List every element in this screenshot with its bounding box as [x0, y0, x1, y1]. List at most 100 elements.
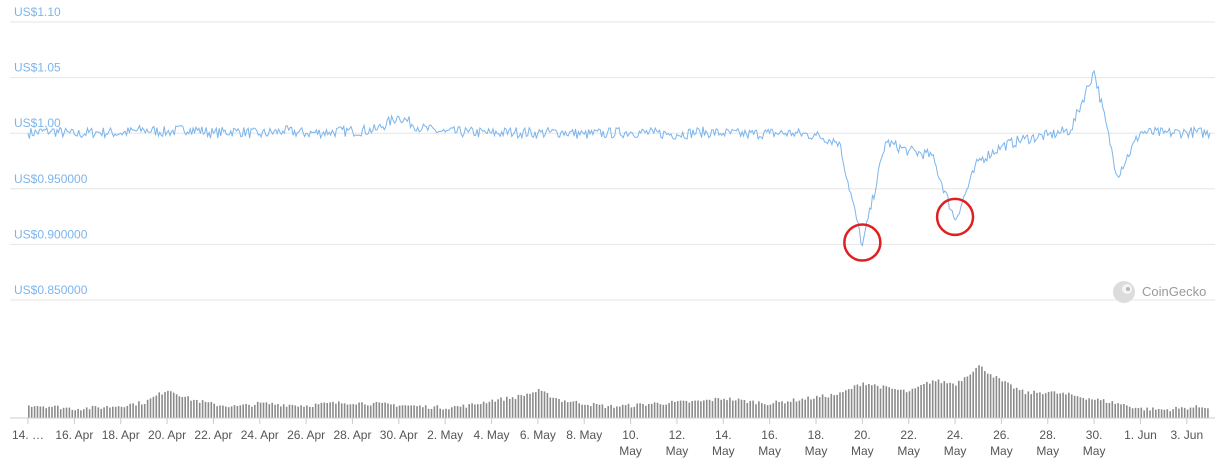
y-tick-label: US$0.850000	[14, 283, 88, 297]
volume-bar	[853, 385, 856, 418]
annotations	[843, 197, 975, 262]
volume-bar	[1111, 401, 1114, 418]
volume-bar	[416, 406, 418, 418]
x-tick-label: 14. …	[12, 428, 44, 442]
volume-bar	[251, 406, 253, 418]
volume-bar	[326, 403, 328, 418]
y-tick-label: US$1.10	[14, 5, 61, 19]
volume-bar	[537, 389, 540, 418]
volume-bar	[355, 404, 357, 418]
x-tick-label: 22. Apr	[194, 428, 232, 442]
x-tick-label: 18. Apr	[102, 428, 140, 442]
volume-bar	[584, 404, 586, 418]
volume-bar	[410, 405, 412, 418]
volume-bar	[372, 403, 375, 418]
volume-bar	[352, 404, 355, 418]
volume-bar	[1085, 399, 1087, 418]
volume-bar	[862, 382, 864, 418]
volume-bar	[966, 376, 969, 418]
volume-bar	[474, 404, 476, 418]
volume-bar	[1108, 403, 1111, 418]
volume-bar	[465, 407, 468, 418]
volume-bar	[141, 404, 143, 418]
volume-bar	[404, 405, 407, 418]
volume-bar	[155, 395, 158, 418]
volume-bar	[998, 378, 1001, 418]
volume-bar	[71, 409, 74, 418]
x-tick-label-line2: May	[851, 444, 874, 458]
volume-bar	[132, 403, 134, 418]
y-axis-labels: US$1.10 US$1.05 US$1.00 US$0.950000 US$0.900…	[14, 5, 88, 297]
volume-bar	[265, 402, 268, 418]
volume-bar	[1079, 397, 1082, 418]
x-tick-label-line2: May	[758, 444, 781, 458]
x-tick-label-line2: May	[666, 444, 689, 458]
volume-bar	[1033, 390, 1035, 418]
volume-bar	[225, 406, 227, 418]
volume-bar	[181, 397, 184, 418]
volume-bar	[477, 404, 479, 418]
volume-bar	[1021, 389, 1024, 418]
x-tick-label: 28.	[1039, 428, 1056, 442]
volume-bar	[1201, 407, 1203, 418]
volume-bar	[395, 406, 398, 418]
volume-bar	[227, 407, 230, 418]
volume-bar	[85, 407, 88, 418]
volume-bar	[845, 390, 847, 418]
volume-bar	[451, 407, 453, 418]
volume-bar	[752, 400, 754, 418]
volume-bar	[506, 396, 508, 418]
volume-bar	[607, 406, 609, 418]
volume-bar	[158, 392, 160, 418]
volume-bar	[254, 404, 256, 418]
volume-bar	[949, 382, 951, 418]
volume-bar	[332, 401, 334, 418]
volume-bar	[908, 391, 911, 418]
volume-bar	[1157, 409, 1160, 418]
volume-bar	[42, 406, 45, 418]
volume-bar	[1204, 408, 1206, 418]
volume-bar	[91, 405, 94, 418]
volume-bar	[1030, 394, 1032, 418]
volume-bar	[624, 405, 627, 418]
volume-bar	[789, 401, 792, 418]
volume-bar	[346, 404, 349, 418]
volume-bar	[873, 384, 876, 418]
x-tick-label: 26. Apr	[287, 428, 325, 442]
volume-bar	[517, 394, 520, 418]
volume-bar	[665, 404, 667, 418]
volume-bar	[242, 404, 244, 418]
volume-bar	[650, 403, 653, 418]
volume-bar	[1099, 400, 1102, 418]
volume-bar	[500, 397, 502, 418]
volume-bar	[595, 404, 598, 418]
volume-bar	[703, 400, 705, 418]
volume-bar	[1015, 387, 1018, 418]
volume-bar	[59, 409, 62, 418]
volume-bar	[323, 402, 326, 418]
volume-bar	[984, 371, 986, 418]
volume-bar	[424, 405, 427, 418]
volume-bar	[233, 405, 236, 418]
volume-bar	[929, 383, 931, 418]
volume-bar	[1120, 404, 1122, 418]
volume-bar	[213, 403, 215, 418]
volume-bar	[952, 383, 954, 418]
volume-bar	[1198, 407, 1200, 418]
volume-bar	[88, 409, 91, 418]
volume-bar	[732, 400, 734, 418]
volume-bar	[1062, 392, 1064, 418]
volume-bar	[282, 404, 285, 418]
volume-bar	[1131, 408, 1134, 418]
volume-bar	[149, 398, 152, 418]
volume-bar	[621, 404, 624, 418]
x-tick-label: 24.	[947, 428, 964, 442]
volume-bar	[1105, 402, 1108, 418]
volume-bar	[468, 404, 470, 418]
volume-bar	[575, 400, 578, 418]
volume-bar	[1195, 405, 1198, 418]
volume-bar	[1056, 393, 1059, 418]
volume-bar	[146, 399, 149, 418]
volume-bar	[818, 397, 821, 418]
volume-bar	[439, 408, 441, 418]
